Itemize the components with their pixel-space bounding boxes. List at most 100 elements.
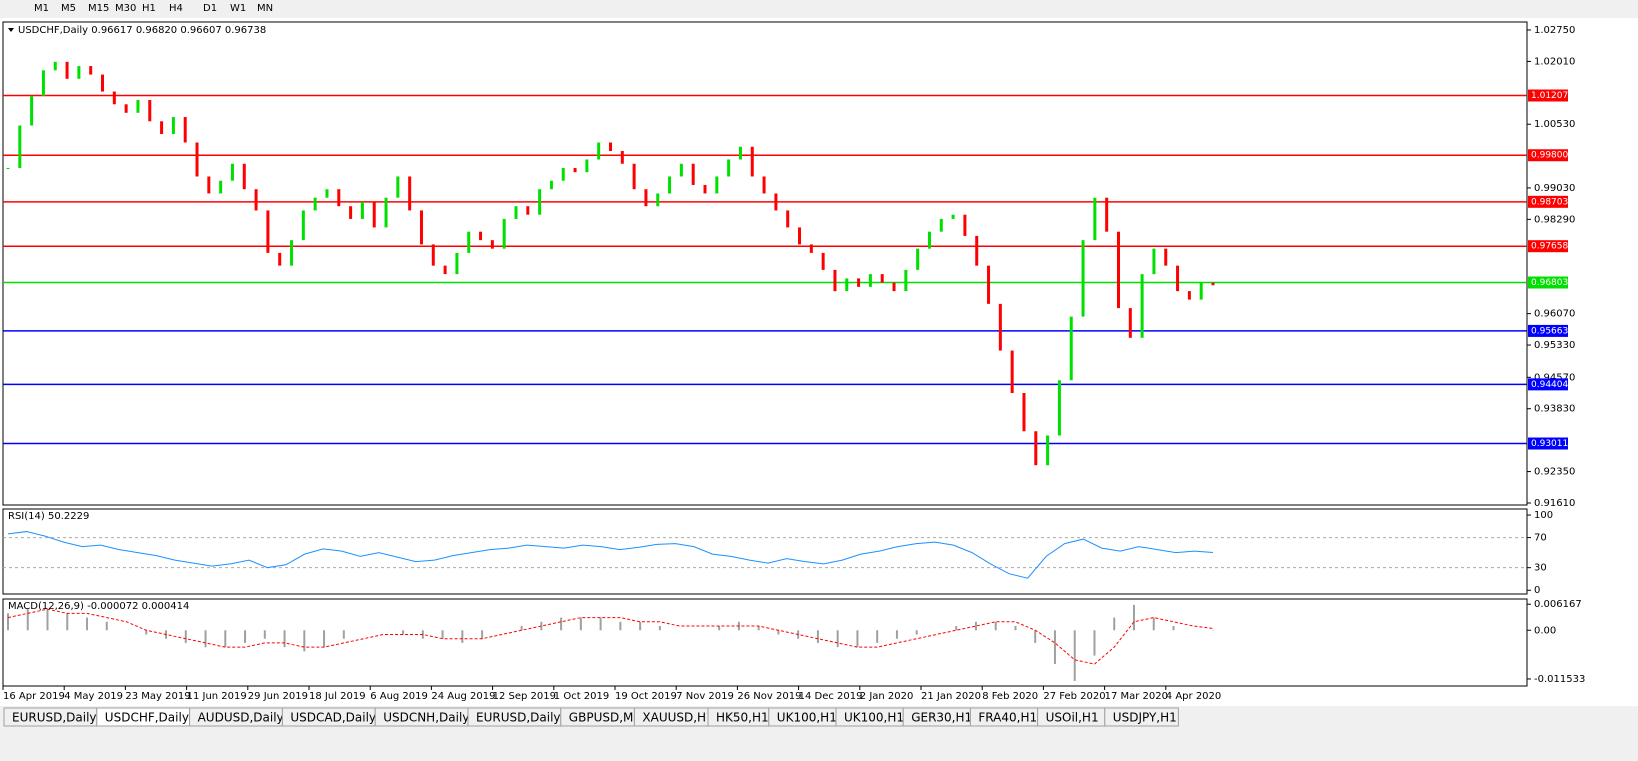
candle (927, 231, 931, 249)
x-tick-label: 11 Jun 2019 (187, 691, 247, 702)
level-label: 0.96803 (1531, 278, 1568, 288)
level-label: 0.93011 (1531, 439, 1568, 449)
candle (892, 282, 896, 292)
candle (963, 214, 967, 236)
candle (549, 180, 553, 190)
x-tick-label: 26 Nov 2019 (737, 691, 801, 702)
timeframe-button[interactable]: M15 (88, 3, 109, 14)
candle (1034, 431, 1038, 466)
candle (490, 240, 494, 249)
candle (798, 227, 802, 245)
candle (349, 206, 353, 219)
candle (526, 206, 530, 215)
candle (30, 95, 34, 126)
rsi-header: RSI(14) 50.2229 (8, 511, 89, 522)
y-tick-label: 0.99030 (1534, 183, 1575, 194)
y-tick-label: 0.91610 (1534, 498, 1575, 509)
x-tick-label: 21 Jan 2020 (921, 691, 981, 702)
candle (715, 176, 719, 194)
tab-label[interactable]: XAUUSD,H1 (642, 711, 713, 725)
candle (171, 117, 175, 135)
candle (41, 70, 45, 96)
tab-label[interactable]: GER30,H1 (911, 711, 972, 725)
candle (372, 201, 376, 228)
candle (160, 121, 164, 135)
tab-label[interactable]: GBPUSD,M5 (569, 711, 641, 725)
tab-label[interactable]: USDCAD,Daily (290, 711, 376, 725)
rsi-panel (2, 508, 1528, 595)
tab-label[interactable]: USDCNH,Daily (383, 711, 469, 725)
candle (691, 163, 695, 185)
candle (1128, 308, 1132, 338)
y-tick-label: 0.96070 (1534, 309, 1575, 320)
y-tick-label: 100 (1534, 510, 1553, 521)
x-tick-label: 16 Apr 2019 (3, 691, 65, 702)
tab-label[interactable]: USDCHF,Daily (105, 711, 189, 725)
candle (337, 189, 341, 207)
collapse-icon (8, 28, 14, 32)
candle (101, 74, 105, 92)
main-panel (2, 21, 1528, 506)
level-label-box (1528, 149, 1568, 162)
macd-header: MACD(12,26,9) -0.000072 0.000414 (8, 601, 189, 612)
candle (857, 278, 861, 287)
tab-label[interactable]: EURUSD,Daily (476, 711, 561, 725)
y-tick-label: 0.98290 (1534, 214, 1575, 225)
x-tick-label: 27 Feb 2020 (1043, 691, 1105, 702)
candle (77, 66, 81, 79)
x-tick-label: 8 Feb 2020 (982, 691, 1038, 702)
candle (195, 142, 199, 177)
tab-label[interactable]: FRA40,H1 (978, 711, 1037, 725)
candle (219, 180, 223, 194)
level-label-box (1528, 378, 1568, 391)
x-tick-label: 6 Aug 2019 (370, 691, 428, 702)
tab[interactable] (1104, 707, 1179, 727)
tab-label[interactable]: EURUSD,Daily (12, 711, 97, 725)
tab-label[interactable]: USOil,H1 (1046, 711, 1099, 725)
candle (443, 265, 447, 275)
y-tick-label: -0.011533 (1534, 674, 1585, 685)
candle (419, 210, 423, 245)
tab-label[interactable]: AUDUSD,Daily (198, 711, 284, 725)
candle (597, 142, 601, 160)
candle (1093, 197, 1097, 241)
tab-label[interactable]: USDJPY,H1 (1113, 711, 1177, 725)
candle (727, 159, 731, 177)
candle (644, 189, 648, 207)
timeframe-button[interactable]: H1 (142, 3, 156, 14)
timeframe-button[interactable]: H4 (169, 3, 183, 14)
y-tick-label: 0.00 (1534, 625, 1556, 636)
y-tick-label: 1.02010 (1534, 56, 1575, 67)
tab-label[interactable]: UK100,H1 (777, 711, 837, 725)
timeframe-button[interactable]: M30 (115, 3, 136, 14)
timeframe-button[interactable]: M5 (61, 3, 76, 14)
x-tick-label: 12 Sep 2019 (493, 691, 556, 702)
candle (1152, 248, 1156, 275)
chart-header: USDCHF,Daily 0.96617 0.96820 0.96607 0.9… (18, 25, 266, 36)
candle (668, 176, 672, 194)
candle (573, 167, 577, 173)
candle (89, 66, 93, 75)
candle (987, 265, 991, 304)
candle (290, 240, 294, 266)
toolbar (0, 0, 1638, 18)
candle (242, 163, 246, 190)
candle (1105, 197, 1109, 232)
tab-label[interactable]: UK100,H1 (844, 711, 904, 725)
candle (254, 189, 258, 211)
timeframe-button[interactable]: D1 (203, 3, 217, 14)
candle (112, 91, 116, 105)
level-label-box (1528, 324, 1568, 337)
y-tick-label: 0.94570 (1534, 372, 1575, 383)
level-label-box (1528, 240, 1568, 253)
candle (1187, 291, 1191, 300)
y-tick-label: 0.92350 (1534, 467, 1575, 478)
tab-label[interactable]: HK50,H1 (716, 711, 769, 725)
timeframe-button[interactable]: W1 (230, 3, 246, 14)
candle (656, 193, 660, 207)
candle (703, 184, 707, 194)
timeframe-button[interactable]: MN (257, 3, 273, 14)
candle (762, 176, 766, 194)
timeframe-button[interactable]: M1 (34, 3, 49, 14)
